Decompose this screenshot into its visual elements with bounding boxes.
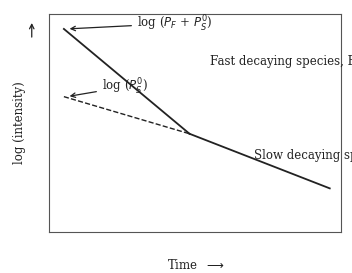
Text: log ($\mathit{P}_F$ + $\mathit{P}^0_S$): log ($\mathit{P}_F$ + $\mathit{P}^0_S$) bbox=[71, 13, 212, 34]
Text: Time  $\longrightarrow$: Time $\longrightarrow$ bbox=[166, 258, 224, 272]
Text: log ($\mathit{P}^0_S$): log ($\mathit{P}^0_S$) bbox=[71, 77, 148, 97]
Text: log (intensity): log (intensity) bbox=[13, 81, 26, 164]
Text: Fast decaying species, F: Fast decaying species, F bbox=[210, 55, 352, 68]
Text: Slow decaying species, S: Slow decaying species, S bbox=[254, 149, 352, 162]
